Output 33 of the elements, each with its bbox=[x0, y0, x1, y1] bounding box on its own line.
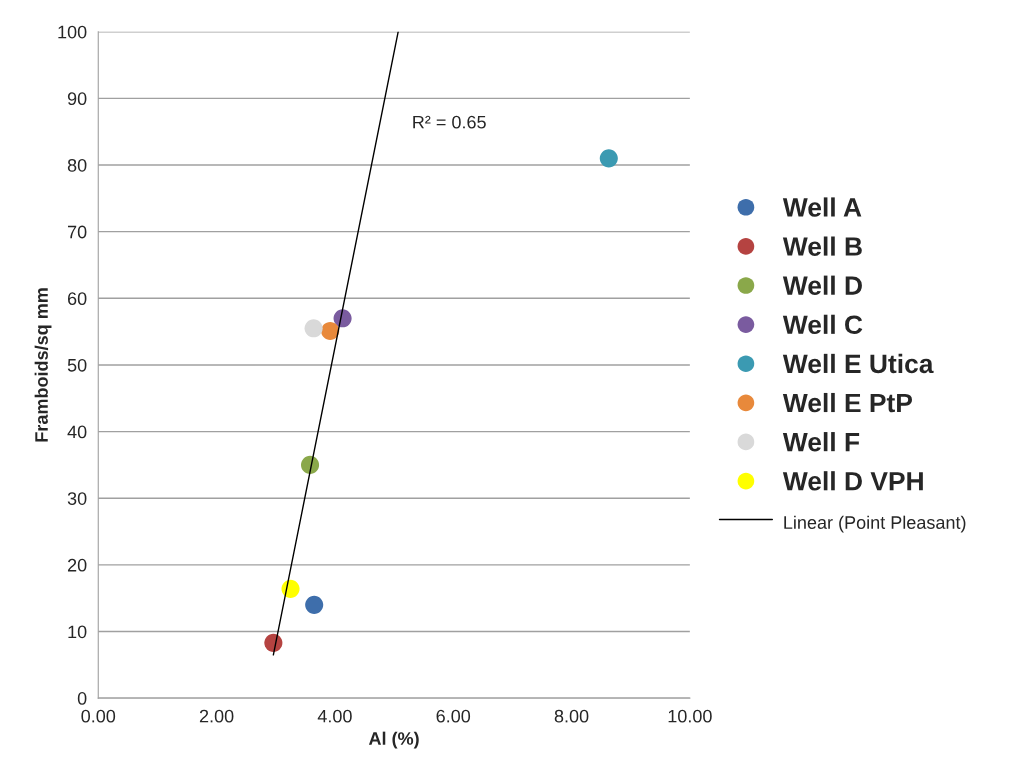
legend-label: Well F bbox=[782, 432, 860, 452]
y-tick-label: 60 bbox=[67, 292, 87, 306]
x-tick-label: 6.00 bbox=[436, 709, 471, 723]
y-tick-label: 10 bbox=[68, 625, 87, 639]
point bbox=[321, 321, 340, 341]
legend-label: Well D bbox=[782, 275, 862, 295]
y-tick-label: 50 bbox=[67, 358, 87, 372]
y-tick-label: 40 bbox=[67, 425, 87, 439]
y-tick-label: 80 bbox=[67, 158, 87, 172]
y-tick-label: 70 bbox=[67, 225, 87, 239]
x-axis-title: Al (%) bbox=[368, 731, 419, 749]
y-axis-title: Framboids/sq mm bbox=[34, 288, 52, 442]
legend-label: Well E PtP bbox=[782, 392, 912, 413]
x-tick-label: 4.00 bbox=[317, 709, 352, 723]
x-tick-label: 8.00 bbox=[554, 709, 589, 723]
legend-label: Linear (Point Pleasant) bbox=[784, 515, 966, 533]
legend-label: Well D VPH bbox=[782, 471, 923, 491]
legend-label: Well A bbox=[782, 197, 862, 217]
point bbox=[599, 149, 618, 168]
y-tick-label: 100 bbox=[58, 25, 87, 39]
annotation: R² = 0.65 bbox=[413, 115, 486, 129]
x-tick-label: 10.00 bbox=[668, 709, 712, 723]
y-tick-label: 20 bbox=[67, 558, 87, 572]
y-tick-label: 0 bbox=[77, 692, 87, 705]
point bbox=[304, 319, 323, 338]
x-tick-label: 2.00 bbox=[199, 709, 234, 723]
legend-label: Well B bbox=[782, 236, 862, 256]
y-tick-label: 90 bbox=[67, 92, 87, 106]
x-tick-label: 0.00 bbox=[81, 709, 116, 723]
point bbox=[305, 595, 324, 614]
legend-label: Well C bbox=[782, 314, 863, 335]
y-tick-label: 30 bbox=[67, 492, 87, 505]
legend-label: Well E Utica bbox=[782, 353, 934, 374]
